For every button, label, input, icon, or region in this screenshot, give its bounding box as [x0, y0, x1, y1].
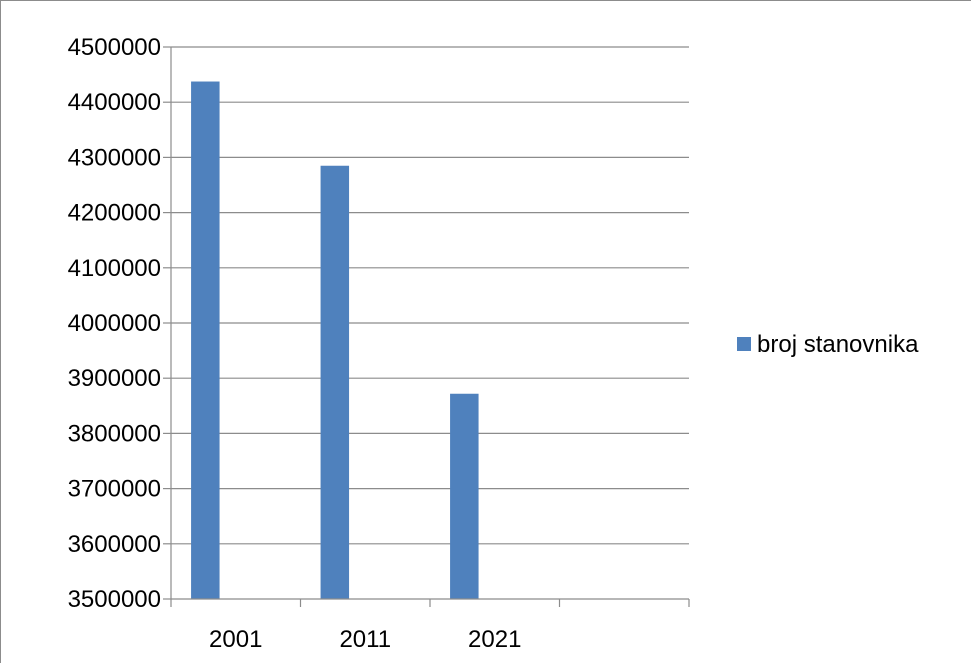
x-tick-label: 2021 [468, 626, 521, 653]
x-tick-label: 2001 [209, 626, 262, 653]
bar-2011 [320, 165, 350, 599]
y-axis-tick-labels: 3500000 3600000 3700000 3800000 3900000 40000… [68, 34, 161, 613]
y-tick-label: 4400000 [68, 89, 161, 116]
y-tick-label: 4000000 [68, 310, 161, 337]
axes [163, 46, 690, 607]
y-tick-label: 4500000 [68, 34, 161, 61]
y-tick-label: 3800000 [68, 420, 161, 447]
y-tick-label: 4300000 [68, 144, 161, 171]
y-tick-label: 4200000 [68, 200, 161, 227]
bar-2021 [450, 393, 479, 599]
legend: broj stanovnika [737, 331, 919, 358]
y-tick-label: 3900000 [68, 365, 161, 392]
x-tick-label: 2011 [339, 626, 391, 653]
legend-swatch [737, 337, 751, 351]
bars [191, 81, 479, 599]
y-tick-label: 3700000 [68, 476, 161, 503]
gridlines [171, 46, 689, 545]
legend-label: broj stanovnika [757, 331, 919, 358]
y-tick-label: 4100000 [68, 255, 161, 282]
y-tick-label: 3600000 [68, 531, 161, 558]
y-tick-label: 3500000 [68, 586, 161, 613]
bar-2001 [191, 81, 220, 599]
x-axis-tick-labels: 2001 2011 2021 [209, 626, 521, 653]
